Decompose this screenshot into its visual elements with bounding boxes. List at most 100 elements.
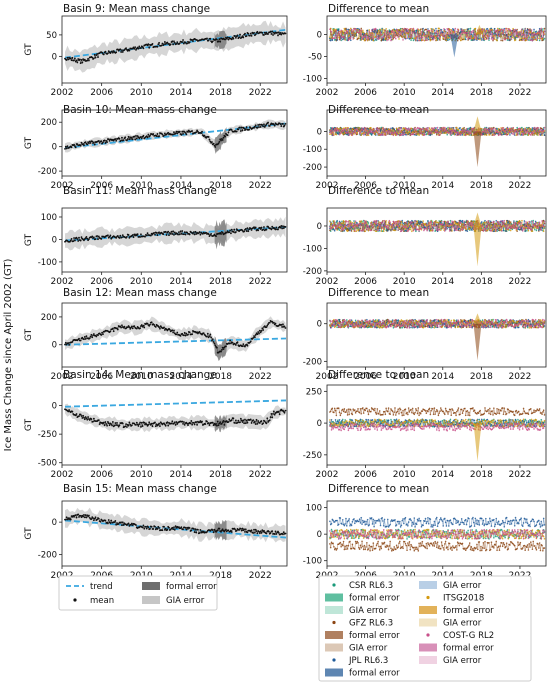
- mean-point: [140, 233, 142, 236]
- plot-area: [329, 24, 546, 58]
- mean-point: [70, 237, 73, 240]
- diff-point: [467, 130, 469, 132]
- diff-point: [523, 34, 526, 36]
- mean-point: [104, 142, 107, 144]
- diff-point: [516, 28, 518, 31]
- diff-point: [337, 129, 340, 132]
- mean-point: [139, 236, 142, 238]
- diff-point: [339, 128, 342, 130]
- diff-point: [479, 38, 481, 41]
- diff-point: [472, 30, 475, 32]
- diff-point: [534, 38, 536, 41]
- mean-point: [215, 235, 217, 238]
- diff-point: [462, 131, 465, 134]
- diff-point: [494, 127, 497, 130]
- diff-point: [427, 31, 430, 33]
- diff-point: [414, 220, 416, 222]
- diff-point: [427, 221, 430, 224]
- axes-frame: [326, 207, 547, 273]
- diff-point: [456, 28, 459, 31]
- mean-point: [157, 43, 160, 46]
- diff-point: [352, 38, 354, 40]
- diff-point: [465, 228, 468, 231]
- mean-point: [225, 37, 228, 40]
- mean-point: [217, 40, 220, 43]
- diff-point: [398, 30, 400, 33]
- diff-point: [525, 126, 528, 129]
- spike: [473, 212, 482, 226]
- diff-point: [427, 127, 429, 129]
- diff-point: [368, 227, 371, 230]
- diff-point: [456, 131, 459, 133]
- diff-point: [359, 34, 362, 36]
- diff-point: [385, 34, 387, 37]
- mean-point: [73, 59, 75, 62]
- diff-point: [340, 230, 342, 232]
- diff-point: [407, 28, 410, 31]
- diff-point: [410, 37, 412, 39]
- diff-point: [330, 132, 333, 135]
- diff-point: [396, 29, 399, 32]
- x-tick-label: 2014: [169, 88, 192, 98]
- diff-point: [521, 225, 523, 228]
- diff-point: [412, 222, 415, 225]
- y-axis-label: GT: [24, 233, 34, 246]
- mean-point: [91, 235, 94, 238]
- mean-point: [145, 234, 148, 237]
- diff-point: [441, 128, 444, 131]
- diff-point: [509, 29, 512, 32]
- diff-point: [377, 33, 379, 36]
- diff-point: [336, 229, 338, 231]
- diff-point: [337, 222, 339, 224]
- mean-point: [73, 237, 75, 239]
- diff-point: [359, 131, 362, 134]
- diff-point: [541, 134, 543, 136]
- mean-point: [181, 41, 184, 44]
- mean-point: [210, 232, 213, 235]
- diff-point: [513, 133, 515, 136]
- diff-point: [424, 128, 427, 131]
- diff-point: [411, 219, 413, 222]
- mean-point: [270, 228, 273, 231]
- diff-point: [489, 227, 491, 230]
- mean-point: [88, 238, 90, 241]
- mean-point: [161, 42, 164, 45]
- x-tick-label: 2006: [90, 277, 113, 287]
- diff-point: [490, 224, 493, 226]
- mean-point: [96, 235, 99, 237]
- x-tick-label: 2018: [470, 88, 493, 98]
- diff-point: [413, 224, 416, 227]
- plot-area: [64, 119, 287, 154]
- figure-ylabel: Ice Mass Change since April 2002 (GT): [3, 259, 14, 452]
- diff-point: [349, 133, 352, 135]
- x-tick-label: 2022: [508, 181, 531, 191]
- diff-point: [422, 127, 424, 130]
- diff-point: [503, 219, 506, 222]
- diff-point: [500, 220, 502, 222]
- diff-point: [537, 134, 539, 136]
- diff-point: [438, 228, 440, 231]
- diff-point: [468, 31, 471, 34]
- diff-point: [468, 133, 470, 135]
- diff-point: [380, 127, 383, 130]
- mean-point: [241, 129, 244, 132]
- diff-point: [489, 220, 492, 223]
- diff-point: [407, 222, 410, 225]
- diff-point: [534, 126, 536, 129]
- diff-point: [486, 224, 489, 227]
- mean-point: [66, 56, 69, 59]
- diff-point: [387, 38, 390, 41]
- mean-point: [182, 233, 185, 236]
- diff-point: [394, 229, 396, 232]
- diff-point: [370, 33, 372, 36]
- mean-point: [147, 133, 150, 136]
- mean-point: [66, 145, 69, 148]
- diff-point: [382, 39, 384, 42]
- diff-point: [357, 127, 359, 129]
- diff-point: [542, 225, 545, 228]
- diff-point: [440, 225, 443, 227]
- diff-point: [343, 37, 346, 39]
- diff-point: [463, 38, 465, 41]
- diff-point: [340, 29, 342, 32]
- mean-point: [267, 33, 269, 35]
